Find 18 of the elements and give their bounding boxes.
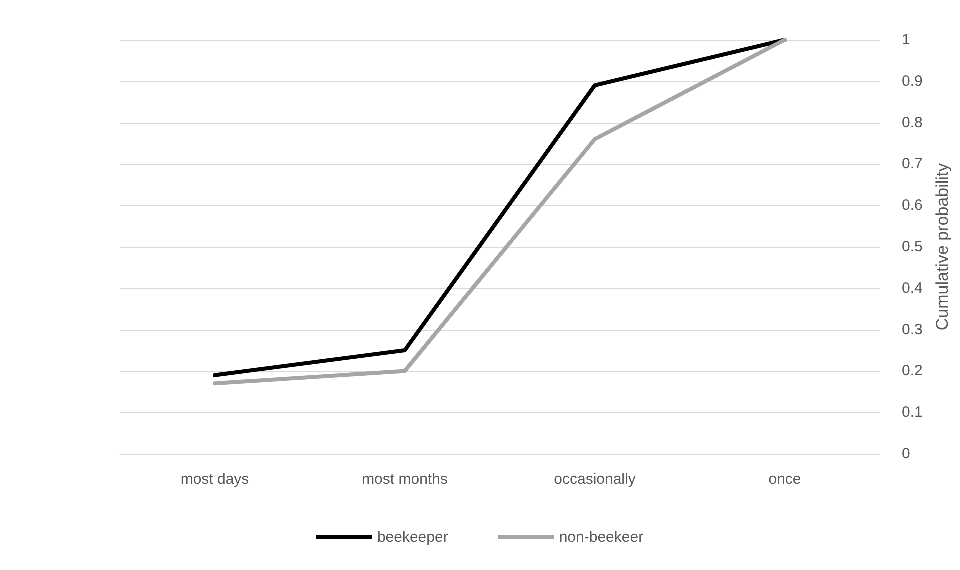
y-tick-label: 1 xyxy=(902,32,910,48)
y-tick-label: 0.8 xyxy=(902,114,923,132)
x-tick-label: most days xyxy=(180,471,250,488)
y-tick-label: 0.7 xyxy=(902,156,923,173)
y-tick-label: 0 xyxy=(902,446,910,462)
y-tick-label: 0.3 xyxy=(902,321,923,338)
legend-label: beekeeper xyxy=(377,529,448,546)
y-tick-label: 0.5 xyxy=(902,238,923,256)
y-tick-label: 0.9 xyxy=(902,72,923,90)
y-tick-label: 0.1 xyxy=(902,404,923,422)
y-tick-label: 0.6 xyxy=(902,197,923,214)
legend-label: non-beekeer xyxy=(559,529,644,546)
x-tick-label: occasionally xyxy=(554,471,636,488)
y-axis-title: Cumulative probability xyxy=(932,162,952,331)
x-tick-label: once xyxy=(768,471,802,488)
y-tick-label: 0.4 xyxy=(902,280,923,297)
x-tick-label: most months xyxy=(362,471,448,488)
y-tick-label: 0.2 xyxy=(902,362,923,380)
